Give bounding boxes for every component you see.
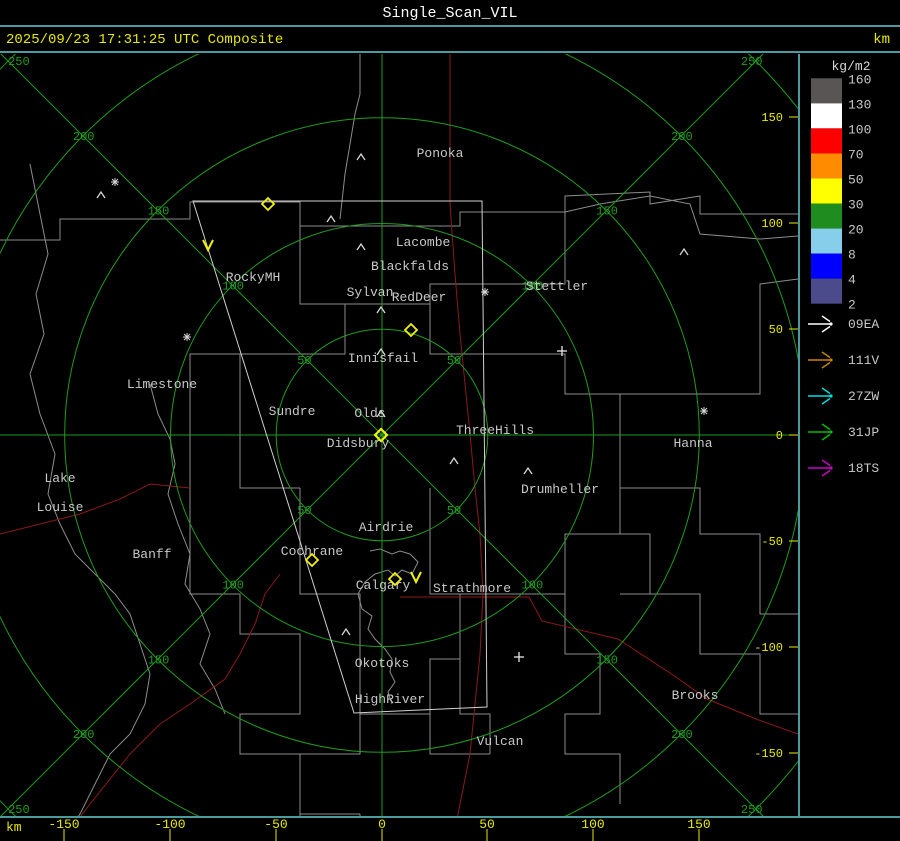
svg-text:150: 150: [596, 205, 618, 219]
svg-text:Lacombe: Lacombe: [396, 235, 451, 250]
svg-text:18TS: 18TS: [848, 461, 879, 476]
svg-text:160: 160: [848, 73, 871, 88]
svg-text:50: 50: [447, 504, 461, 518]
svg-text:200: 200: [73, 728, 95, 742]
svg-text:-100: -100: [754, 641, 783, 655]
svg-text:-150: -150: [48, 818, 79, 832]
svg-text:ThreeHills: ThreeHills: [456, 423, 534, 438]
svg-text:150: 150: [687, 818, 710, 832]
svg-text:Drumheller: Drumheller: [521, 482, 599, 497]
svg-text:50: 50: [297, 354, 311, 368]
svg-text:Calgary: Calgary: [356, 578, 411, 593]
svg-text:130: 130: [848, 98, 871, 113]
svg-text:-100: -100: [154, 818, 185, 832]
svg-text:250: 250: [8, 55, 30, 69]
svg-text:km: km: [6, 820, 22, 835]
svg-text:Strathmore: Strathmore: [433, 581, 511, 596]
svg-text:Ponoka: Ponoka: [417, 146, 464, 161]
svg-text:Sundre: Sundre: [269, 404, 316, 419]
svg-text:50: 50: [479, 818, 495, 832]
svg-text:Blackfalds: Blackfalds: [371, 259, 449, 274]
svg-text:Olds: Olds: [354, 406, 385, 421]
svg-text:Louise: Louise: [37, 500, 84, 515]
svg-text:200: 200: [73, 130, 95, 144]
svg-text:-50: -50: [264, 818, 287, 832]
svg-text:09EA: 09EA: [848, 317, 879, 332]
svg-text:200: 200: [671, 728, 693, 742]
svg-text:Cochrane: Cochrane: [281, 544, 343, 559]
svg-text:50: 50: [848, 173, 864, 188]
svg-text:-50: -50: [761, 535, 783, 549]
svg-text:RockyMH: RockyMH: [226, 270, 281, 285]
svg-text:50: 50: [447, 354, 461, 368]
svg-text:50: 50: [769, 323, 783, 337]
svg-text:HighRiver: HighRiver: [355, 692, 425, 707]
svg-text:100: 100: [761, 217, 783, 231]
svg-text:200: 200: [671, 130, 693, 144]
svg-text:2: 2: [848, 298, 856, 313]
svg-text:70: 70: [848, 148, 864, 163]
svg-text:250: 250: [8, 803, 30, 816]
svg-text:Stettler: Stettler: [526, 279, 588, 294]
svg-text:100: 100: [581, 818, 604, 832]
svg-text:Brooks: Brooks: [672, 688, 719, 703]
svg-text:150: 150: [148, 205, 170, 219]
svg-text:Lake: Lake: [44, 471, 75, 486]
svg-text:0: 0: [776, 429, 783, 443]
svg-text:31JP: 31JP: [848, 425, 879, 440]
svg-text:Hanna: Hanna: [673, 436, 712, 451]
svg-text:RedDeer: RedDeer: [392, 290, 447, 305]
svg-text:250: 250: [741, 55, 763, 69]
svg-text:150: 150: [596, 653, 618, 667]
svg-text:100: 100: [222, 579, 244, 593]
svg-text:Airdrie: Airdrie: [359, 520, 414, 535]
svg-text:8: 8: [848, 248, 856, 263]
svg-text:4: 4: [848, 273, 856, 288]
svg-text:27ZW: 27ZW: [848, 389, 879, 404]
svg-text:111V: 111V: [848, 353, 879, 368]
svg-text:250: 250: [741, 803, 763, 816]
svg-text:100: 100: [848, 123, 871, 138]
svg-text:0: 0: [378, 818, 386, 832]
svg-text:Okotoks: Okotoks: [355, 656, 410, 671]
svg-text:Sylvan: Sylvan: [347, 285, 394, 300]
svg-text:150: 150: [761, 111, 783, 125]
svg-text:30: 30: [848, 198, 864, 213]
svg-text:50: 50: [297, 504, 311, 518]
svg-text:20: 20: [848, 223, 864, 238]
svg-text:Limestone: Limestone: [127, 377, 197, 392]
svg-text:Vulcan: Vulcan: [477, 734, 524, 749]
svg-text:150: 150: [148, 653, 170, 667]
svg-text:100: 100: [522, 579, 544, 593]
svg-text:-150: -150: [754, 747, 783, 761]
svg-text:Banff: Banff: [132, 547, 171, 562]
svg-text:Didsbury: Didsbury: [327, 436, 390, 451]
